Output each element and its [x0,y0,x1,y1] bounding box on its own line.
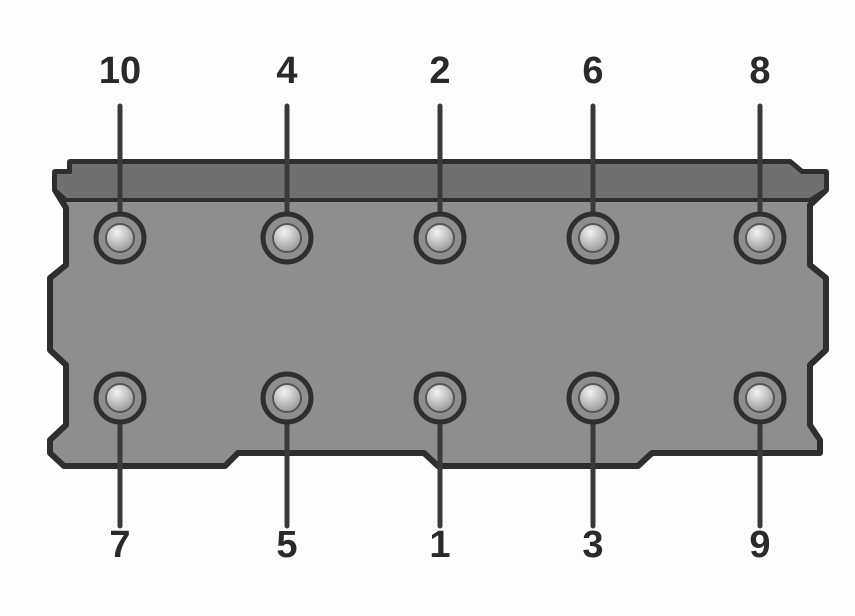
sequence-label-6: 6 [582,50,603,93]
sequence-label-2: 2 [429,50,450,93]
bolt-hole-8 [736,214,784,262]
sequence-label-4: 4 [276,50,297,93]
sequence-label-9: 9 [749,524,770,567]
bolt-hole-4 [263,214,311,262]
bolt-hole-10 [96,214,144,262]
bolt-hole-7 [96,374,144,422]
sequence-label-1: 1 [429,524,450,567]
sequence-label-7: 7 [109,524,130,567]
bolt-hole-1 [416,374,464,422]
bolt-hole-9 [736,374,784,422]
bolt-hole-6 [569,214,617,262]
bolt-hole-2 [416,214,464,262]
sequence-label-10: 10 [99,50,141,93]
torque-sequence-diagram: 10 7 4 5 2 1 6 3 8 9 [0,0,855,611]
sequence-label-3: 3 [582,524,603,567]
sequence-label-8: 8 [749,50,770,93]
sequence-label-5: 5 [276,524,297,567]
bolt-hole-3 [569,374,617,422]
bolt-hole-5 [263,374,311,422]
